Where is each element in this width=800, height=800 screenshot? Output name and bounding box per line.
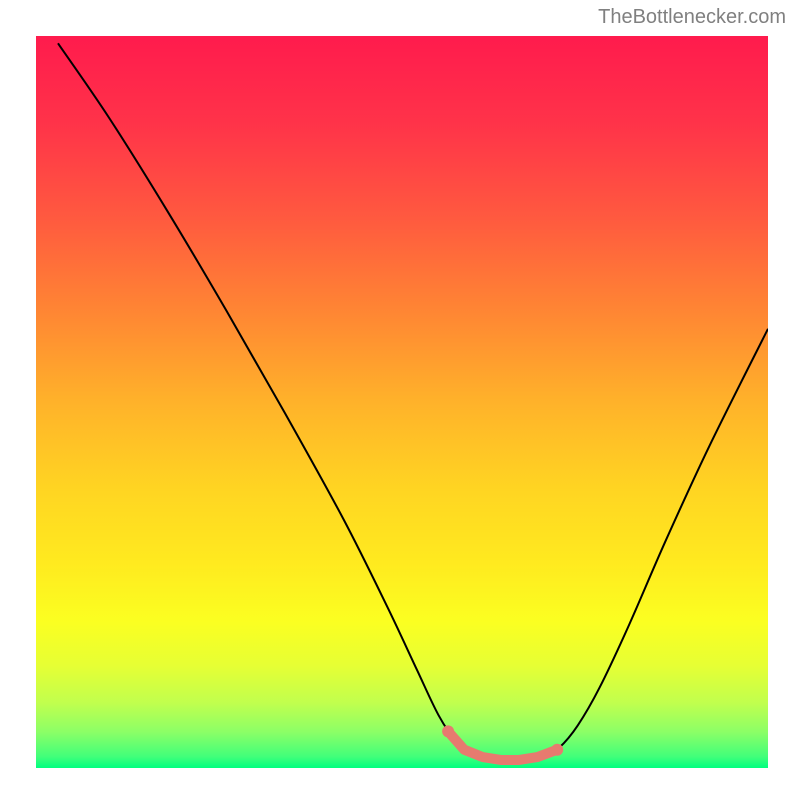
plot-area [36,36,768,768]
chart-container: TheBottlenecker.com [0,0,800,800]
watermark-text: TheBottlenecker.com [598,6,786,29]
plot-svg [36,36,768,768]
gradient-background [36,36,768,768]
optimal-range-endpoint-0 [442,725,454,737]
optimal-range-endpoint-1 [551,744,563,756]
